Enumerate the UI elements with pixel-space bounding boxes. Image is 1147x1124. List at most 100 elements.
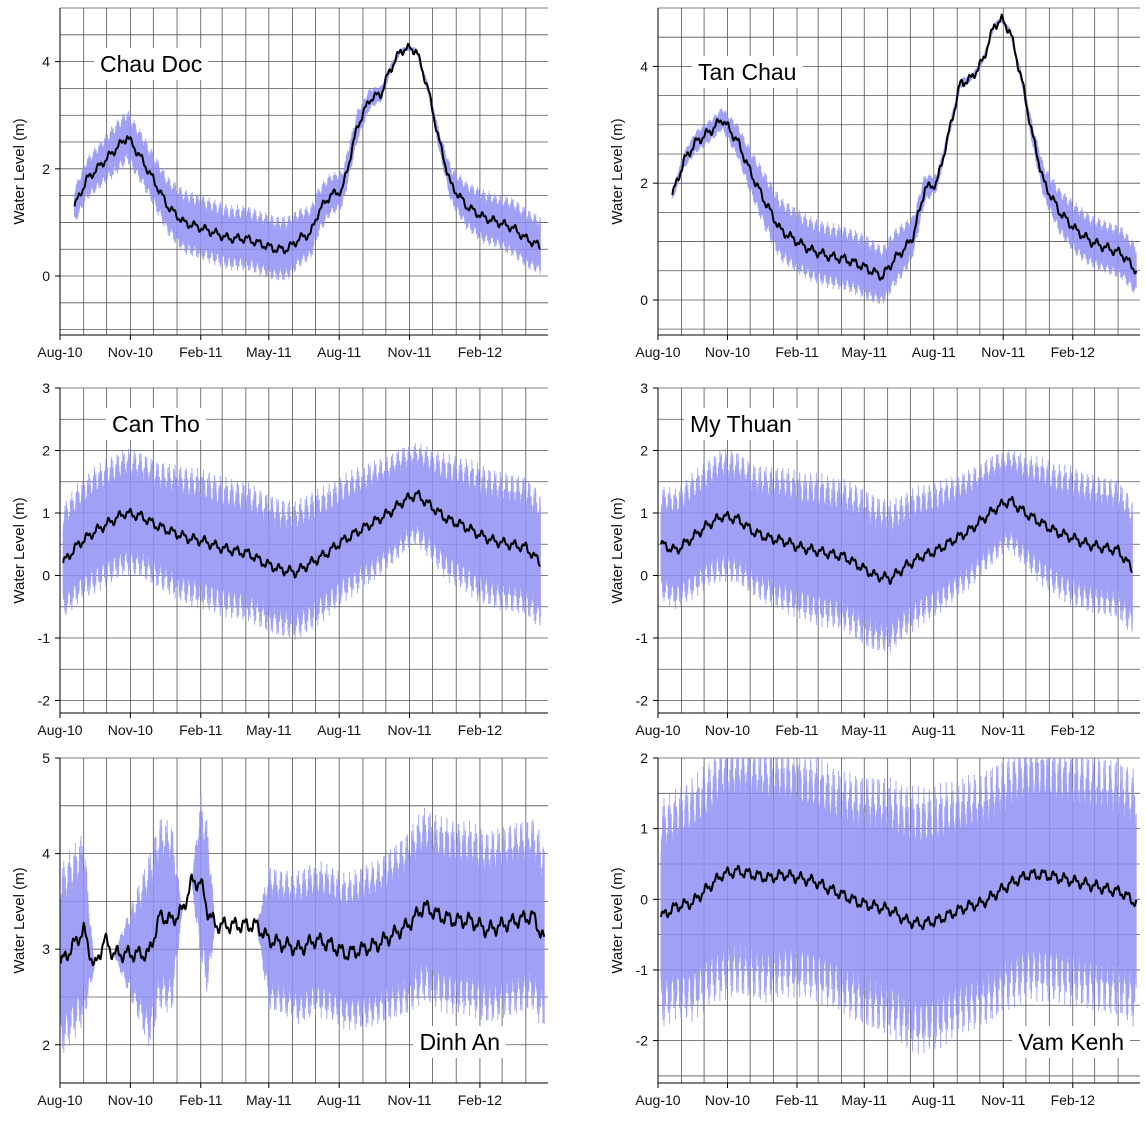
y-tick-label: 3 bbox=[640, 380, 648, 396]
y-tick-label: 4 bbox=[42, 54, 50, 70]
x-tick-label: Aug-11 bbox=[317, 1092, 361, 1108]
x-tick-label: Nov-11 bbox=[388, 344, 432, 360]
station-label: Dinh An bbox=[413, 1026, 506, 1058]
x-tick-label: Aug-10 bbox=[635, 1092, 680, 1108]
x-tick-label: Feb-12 bbox=[458, 1092, 503, 1108]
station-name: Can Tho bbox=[112, 411, 200, 437]
y-tick-label: 1 bbox=[640, 821, 648, 837]
y-tick-label: -2 bbox=[636, 1033, 649, 1049]
y-tick-label: -1 bbox=[636, 962, 649, 978]
station-name: Vam Kenh bbox=[1018, 1029, 1124, 1055]
daily-mean-line bbox=[73, 42, 541, 255]
y-tick-label: 1 bbox=[42, 505, 50, 521]
panel-can-tho: -2 -1 0 1 2 3 Aug-10 Nov-10 Feb-11 May-11 Aug-11 No… bbox=[11, 380, 548, 738]
x-tick-label: Nov-10 bbox=[705, 344, 750, 360]
y-axis-label: Water Level (m) bbox=[609, 118, 626, 224]
x-tick-label: Aug-11 bbox=[912, 722, 956, 738]
panel-my-thuan: -2 -1 0 1 2 3 Aug-10 Nov-10 Feb-11 May-11 Aug-11 No… bbox=[609, 380, 1140, 738]
x-tick-label: Nov-10 bbox=[108, 722, 153, 738]
tidal-range-band bbox=[62, 442, 541, 641]
tidal-range bbox=[62, 442, 541, 641]
daily-mean-line bbox=[62, 489, 541, 579]
y-axis-label: Water Level (m) bbox=[11, 867, 28, 973]
tidal-range-band bbox=[660, 758, 1137, 1054]
y-tick-label: 3 bbox=[42, 380, 50, 396]
daily-mean-line bbox=[59, 873, 546, 967]
y-tick-label: 2 bbox=[640, 443, 648, 459]
y-tick-label: 1 bbox=[640, 505, 648, 521]
x-tick-label: Aug-10 bbox=[37, 1092, 82, 1108]
daily-mean-line bbox=[660, 496, 1133, 585]
station-label: Chau Doc bbox=[94, 48, 209, 80]
y-tick-label: -2 bbox=[636, 693, 649, 709]
station-label: Can Tho bbox=[106, 408, 206, 440]
tidal-range bbox=[660, 758, 1137, 1054]
x-tick-label: Feb-11 bbox=[775, 344, 819, 360]
x-tick-label: Nov-11 bbox=[388, 722, 432, 738]
y-axis-label: Water Level (m) bbox=[609, 867, 626, 973]
x-tick-label: Feb-11 bbox=[179, 722, 223, 738]
y-tick-label: 5 bbox=[42, 750, 50, 766]
x-tick-label: Nov-10 bbox=[108, 1092, 153, 1108]
x-tick-label: Nov-11 bbox=[981, 722, 1025, 738]
station-label-background bbox=[94, 48, 209, 80]
x-tick-label: Aug-11 bbox=[912, 344, 956, 360]
x-tick-label: Aug-10 bbox=[37, 722, 82, 738]
x-tick-label: Aug-11 bbox=[317, 722, 361, 738]
y-tick-label: 0 bbox=[640, 891, 648, 907]
station-name: Chau Doc bbox=[100, 51, 202, 77]
tidal-range bbox=[60, 794, 545, 1053]
y-tick-label: 0 bbox=[42, 568, 50, 584]
daily-mean-line bbox=[660, 864, 1138, 930]
x-tick-label: Nov-10 bbox=[108, 344, 153, 360]
x-tick-label: Nov-10 bbox=[705, 1092, 750, 1108]
panel-dinh-an: 2 3 4 5 Aug-10 Nov-10 Feb-11 May-11 Aug-11 Nov-11… bbox=[11, 750, 548, 1108]
station-label: Vam Kenh bbox=[1012, 1026, 1130, 1058]
x-tick-label: May-11 bbox=[246, 1092, 292, 1108]
x-tick-label: Aug-10 bbox=[37, 344, 82, 360]
station-label-background bbox=[684, 408, 798, 440]
y-tick-label: 2 bbox=[42, 161, 50, 177]
x-tick-label: May-11 bbox=[246, 344, 292, 360]
y-tick-label: -2 bbox=[38, 693, 51, 709]
x-tick-label: Feb-11 bbox=[179, 344, 223, 360]
station-label-background bbox=[413, 1026, 506, 1058]
x-tick-label: May-11 bbox=[841, 344, 887, 360]
x-tick-label: May-11 bbox=[246, 722, 292, 738]
station-label: Tan Chau bbox=[692, 56, 803, 88]
y-tick-label: 2 bbox=[42, 1037, 50, 1053]
x-tick-label: Aug-11 bbox=[317, 344, 361, 360]
tidal-range bbox=[660, 448, 1133, 653]
y-tick-label: 0 bbox=[42, 268, 50, 284]
y-axis-label: Water Level (m) bbox=[609, 497, 626, 603]
station-name: Tan Chau bbox=[698, 59, 796, 85]
x-tick-label: Aug-10 bbox=[635, 722, 680, 738]
y-tick-label: 0 bbox=[640, 568, 648, 584]
y-tick-label: 4 bbox=[640, 58, 648, 74]
y-tick-label: -1 bbox=[38, 630, 51, 646]
x-tick-label: Feb-12 bbox=[1051, 1092, 1096, 1108]
y-tick-label: 2 bbox=[42, 443, 50, 459]
y-axis-label: Water Level (m) bbox=[11, 118, 28, 224]
tidal-range-band bbox=[60, 794, 545, 1053]
x-tick-label: Feb-12 bbox=[1051, 344, 1096, 360]
x-tick-label: May-11 bbox=[841, 722, 887, 738]
station-label-background bbox=[106, 408, 206, 440]
y-tick-label: 0 bbox=[640, 292, 648, 308]
panel-tan-chau: 0 2 4 Aug-10 Nov-10 Feb-11 May-11 Aug-11 Nov-11 F… bbox=[609, 7, 1140, 360]
y-axis-label: Water Level (m) bbox=[11, 497, 28, 603]
station-label-background bbox=[692, 56, 803, 88]
panel-vam-kenh: -2 -1 0 1 2 Aug-10 Nov-10 Feb-11 May-11 Aug-11 Nov… bbox=[609, 750, 1140, 1108]
x-tick-label: Aug-10 bbox=[635, 344, 680, 360]
x-tick-label: Feb-11 bbox=[775, 722, 819, 738]
x-tick-label: Nov-11 bbox=[388, 1092, 432, 1108]
x-tick-label: Nov-11 bbox=[981, 344, 1025, 360]
y-tick-label: 3 bbox=[42, 941, 50, 957]
y-tick-label: 4 bbox=[42, 846, 50, 862]
x-tick-label: Feb-12 bbox=[1051, 722, 1096, 738]
y-tick-label: 2 bbox=[640, 750, 648, 766]
x-tick-label: Feb-11 bbox=[179, 1092, 223, 1108]
x-tick-label: May-11 bbox=[841, 1092, 887, 1108]
x-tick-label: Nov-10 bbox=[705, 722, 750, 738]
